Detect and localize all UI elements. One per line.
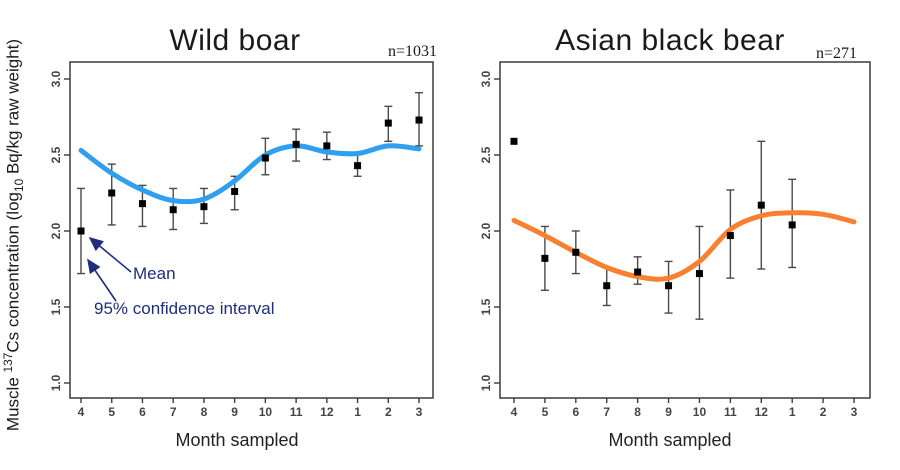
- mean-data-point: [261, 154, 269, 162]
- x-axis-tick-label: 7: [603, 405, 610, 419]
- x-axis-tick-label: 1: [354, 405, 361, 419]
- x-axis-tick-label: 8: [201, 405, 208, 419]
- x-axis-tick-label: 9: [231, 405, 238, 419]
- mean-data-point: [169, 206, 177, 214]
- y-axis-tick-label: 2.5: [479, 146, 493, 163]
- panel-1: 1.01.52.02.53.04 5 6 7 8 9 10 11 12 1 2 3: [479, 61, 871, 419]
- x-axis-tick-label: 11: [290, 405, 303, 419]
- x-axis-title-right: Month sampled: [608, 430, 732, 450]
- y-axis-tick-label: 1.5: [479, 298, 493, 315]
- y-axis-title-text: Bq/kg raw weight): [3, 38, 23, 179]
- mean-data-point: [665, 282, 673, 290]
- sample-size-black-bear: n=271: [815, 45, 857, 62]
- x-axis-tick-label: 8: [634, 405, 641, 419]
- mean-annotation-label: Mean: [133, 264, 176, 283]
- mean-data-point: [292, 140, 300, 148]
- ci-annotation-arrow: [87, 258, 117, 302]
- panel-0: 1.01.52.02.53.04 5 6 7 8 9 10 11 12 1 2 3: [49, 61, 434, 419]
- mean-annotation-arrow: [88, 236, 132, 273]
- x-axis-tick-label: 12: [320, 405, 334, 419]
- mean-data-point: [108, 189, 116, 197]
- x-axis-tick-label: 3: [416, 405, 423, 419]
- mean-data-point: [788, 221, 796, 229]
- y-axis-tick-label: 2.0: [479, 222, 493, 239]
- x-axis-tick-label: 1: [789, 405, 796, 419]
- x-axis-tick-label: 12: [755, 405, 769, 419]
- mean-data-point: [603, 282, 611, 290]
- x-axis-tick-label: 2: [385, 405, 392, 419]
- mean-data-point: [757, 201, 765, 209]
- panel-title-black-bear: Asian black bear: [555, 24, 785, 57]
- y-axis-tick-label: 3.0: [479, 70, 493, 87]
- mean-data-point: [572, 248, 580, 256]
- y-axis-tick-label: 1.0: [49, 374, 63, 391]
- mean-data-point: [695, 270, 703, 278]
- x-axis-tick-label: 10: [259, 405, 273, 419]
- x-axis-tick-label: 5: [542, 405, 549, 419]
- panel-title-wild-boar: Wild boar: [169, 24, 301, 57]
- y-axis-title-text: Cs concentration (log: [3, 192, 23, 353]
- trend-line: [511, 210, 857, 282]
- x-axis-tick-label: 6: [572, 405, 579, 419]
- plot-frame: [69, 61, 434, 399]
- x-axis-tick-label: 10: [693, 405, 707, 419]
- y-axis-tick-label: 3.0: [49, 70, 63, 87]
- y-axis-tick-label: 1.5: [49, 298, 63, 315]
- panels-layer: 1.01.52.02.53.04 5 6 7 8 9 10 11 12 1 2 31.01.52.02…: [49, 61, 871, 419]
- mean-data-point: [323, 142, 331, 150]
- x-axis-tick-label: 6: [139, 405, 146, 419]
- mean-data-point: [384, 119, 392, 127]
- mean-data-point: [354, 162, 362, 170]
- x-axis-tick-label: 7: [170, 405, 177, 419]
- x-axis-tick-label: 9: [665, 405, 672, 419]
- trend-line: [78, 143, 422, 205]
- x-axis-tick-label: 2: [820, 405, 827, 419]
- mean-data-point: [138, 200, 146, 208]
- y-axis-tick-label: 2.5: [49, 146, 63, 163]
- x-axis-tick-label: 4: [78, 405, 85, 419]
- plot-frame: [499, 61, 871, 399]
- mean-data-point: [200, 203, 208, 211]
- mean-data-point: [726, 232, 734, 240]
- ci-annotation-label: 95% confidence interval: [94, 299, 275, 318]
- mean-data-point: [77, 227, 85, 235]
- mean-data-point: [415, 116, 423, 124]
- x-axis-tick-label: 11: [724, 405, 737, 419]
- mean-data-point: [510, 137, 518, 145]
- y-axis-title-superscript: 137: [1, 352, 15, 373]
- y-axis-tick-label: 1.0: [479, 374, 493, 391]
- x-axis-tick-label: 4: [511, 405, 518, 419]
- sample-size-wild-boar: n=1031: [387, 43, 437, 60]
- y-axis-title: Muscle 137Cs concentration (log10 Bq/kg …: [1, 0, 27, 470]
- mean-data-point: [231, 187, 239, 195]
- x-axis-tick-label: 3: [851, 405, 858, 419]
- mean-data-point: [541, 254, 549, 262]
- y-axis-tick-label: 2.0: [49, 222, 63, 239]
- x-axis-title-left: Month sampled: [175, 430, 299, 450]
- mean-data-point: [634, 268, 642, 276]
- x-axis-tick-label: 5: [108, 405, 115, 419]
- y-axis-title-subscript: 10: [12, 178, 27, 193]
- y-axis-title-text: Muscle: [3, 372, 23, 432]
